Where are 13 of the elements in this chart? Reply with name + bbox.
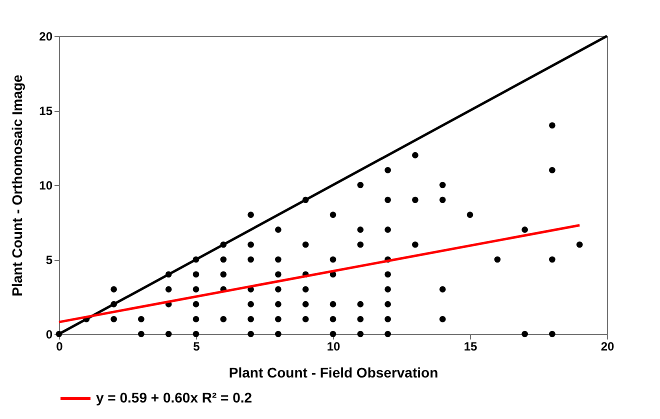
y-tick-label: 0 [46,328,53,342]
y-axis-title: Plant Count - Orthomosaic Image [9,74,26,296]
x-tick-label: 0 [56,340,64,354]
x-tick-label: 10 [326,340,340,354]
x-axis-title: Plant Count - Field Observation [228,364,438,380]
y-tick-label: 15 [39,104,53,118]
x-tick-label: 20 [600,340,614,354]
y-tick-label: 20 [39,30,53,44]
x-tick-label: 5 [193,340,200,354]
legend-label: y = 0.59 + 0.60x R² = 0.2 [96,390,252,406]
y-tick-label: 10 [39,178,53,192]
y-tick-label: 5 [46,253,53,267]
x-tick-label: 15 [464,340,478,354]
